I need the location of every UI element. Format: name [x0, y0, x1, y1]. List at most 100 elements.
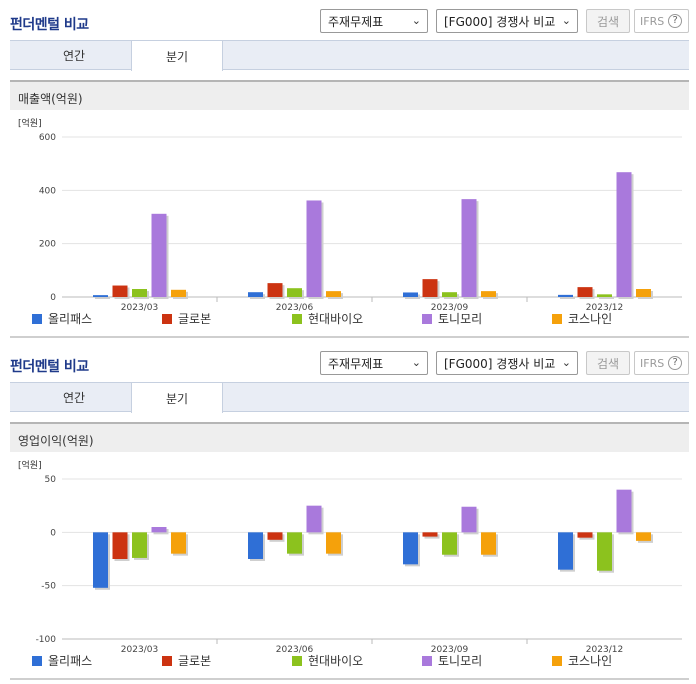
ifrs-label: IFRS	[640, 356, 665, 370]
bar-2	[112, 532, 128, 559]
chart-header: 영업이익(억원)	[10, 422, 689, 452]
legend-label: 코스나인	[568, 654, 612, 668]
bar-2	[577, 532, 593, 538]
bar-4	[461, 199, 477, 297]
compare-select-value: [FG000] 경쟁사 비교	[444, 356, 556, 371]
revenue-chart: [억원] 0 200 400 600 2023/03 2023/06 2023/09 2023/…	[18, 117, 682, 326]
legend-swatch	[32, 656, 42, 666]
bar-2	[267, 532, 283, 540]
bar-3	[597, 294, 612, 297]
bar-1	[558, 532, 573, 570]
legend-swatch	[552, 656, 562, 666]
help-icon: ?	[668, 356, 683, 370]
search-button[interactable]: 검색	[586, 9, 630, 33]
chart-header-label: 매출액(억원)	[18, 92, 83, 106]
bar-5	[326, 291, 341, 297]
bar-1	[93, 532, 108, 588]
bar-2	[422, 532, 438, 537]
x-tick-label: 2023/06	[276, 303, 314, 313]
legend-swatch	[162, 314, 172, 324]
ifrs-help-button[interactable]: IFRS ?	[634, 9, 689, 33]
statement-select[interactable]: 주재무제표 ⌄	[320, 9, 428, 33]
legend-label: 현대바이오	[308, 654, 363, 668]
legend-swatch	[32, 314, 42, 324]
bar-shadow	[560, 296, 575, 299]
y-tick-label: -50	[41, 582, 56, 592]
y-tick-label: 0	[50, 293, 56, 303]
y-tick-label: 50	[45, 475, 57, 485]
bar-5	[636, 532, 651, 541]
tab-quarterly[interactable]: 분기	[131, 383, 223, 413]
bar-3	[287, 288, 302, 297]
x-tick-label: 2023/06	[276, 645, 314, 655]
bar-3	[442, 292, 457, 297]
section-divider	[10, 336, 689, 338]
bar-3	[442, 532, 457, 555]
bar-3	[597, 532, 612, 571]
chevron-down-icon: ⌄	[411, 356, 421, 369]
tab-quarterly[interactable]: 분기	[131, 41, 223, 71]
bar-4	[306, 505, 322, 533]
bar-4	[616, 489, 632, 533]
bar-1	[248, 532, 263, 559]
y-tick-label: 0	[50, 528, 56, 538]
statement-select-value: 주재무제표	[328, 14, 384, 29]
x-tick-label: 2023/12	[586, 645, 623, 655]
statement-select[interactable]: 주재무제표 ⌄	[320, 351, 428, 375]
bar-1	[558, 294, 573, 297]
bar-2	[577, 287, 593, 297]
bar-5	[636, 289, 651, 297]
period-tabs: 연간 분기	[10, 382, 689, 413]
bar-4	[151, 527, 167, 533]
help-icon: ?	[668, 14, 683, 28]
bar-5	[481, 532, 496, 555]
legend-swatch	[422, 314, 432, 324]
legend-swatch	[422, 656, 432, 666]
legend-label: 올리패스	[48, 654, 92, 668]
chart-header: 매출액(억원)	[10, 80, 689, 110]
fundamental-section-2: 펀더멘털 비교 주재무제표 ⌄ [FG000] 경쟁사 비교 ⌄ 검색 IFRS…	[0, 342, 696, 684]
y-unit-label: [억원]	[18, 459, 42, 471]
x-tick-label: 2023/09	[431, 303, 469, 313]
legend-label: 토니모리	[438, 312, 482, 326]
fundamental-section-1: 펀더멘털 비교 주재무제표 ⌄ [FG000] 경쟁사 비교 ⌄ 검색 IFRS…	[10, 9, 689, 338]
legend-label: 코스나인	[568, 312, 612, 326]
x-tick-label: 2023/03	[121, 303, 158, 313]
compare-select[interactable]: [FG000] 경쟁사 비교 ⌄	[436, 9, 578, 33]
legend-swatch	[292, 314, 302, 324]
bar-5	[481, 291, 496, 297]
ifrs-help-button[interactable]: IFRS ?	[634, 351, 689, 375]
chart-header-label: 영업이익(억원)	[18, 434, 94, 448]
bar-1	[248, 292, 263, 297]
bar-4	[461, 506, 477, 533]
search-button[interactable]: 검색	[586, 351, 630, 375]
y-unit-label: [억원]	[18, 117, 42, 129]
ifrs-label: IFRS	[640, 14, 665, 28]
bar-3	[132, 289, 147, 297]
bar-4	[306, 200, 322, 297]
legend-swatch	[552, 314, 562, 324]
bar-1	[403, 292, 418, 297]
bar-5	[171, 532, 186, 554]
bar-2	[112, 285, 128, 297]
bar-1	[93, 295, 108, 297]
x-tick-label: 2023/03	[121, 645, 158, 655]
bar-5	[171, 289, 186, 297]
x-tick-label: 2023/12	[586, 303, 623, 313]
section-title: 펀더멘털 비교	[10, 359, 89, 375]
legend-label: 현대바이오	[308, 312, 363, 326]
bar-2	[267, 283, 283, 297]
legend-swatch	[162, 656, 172, 666]
bar-4	[151, 213, 167, 297]
tab-annual[interactable]: 연간	[62, 391, 86, 405]
legend-label: 올리패스	[48, 312, 92, 326]
y-tick-label: -100	[36, 635, 57, 645]
tab-annual[interactable]: 연간	[62, 49, 86, 63]
bar-5	[326, 532, 341, 554]
bar-1	[403, 532, 418, 565]
y-tick-label: 400	[39, 186, 56, 196]
chevron-down-icon: ⌄	[561, 14, 571, 27]
compare-select[interactable]: [FG000] 경쟁사 비교 ⌄	[436, 351, 578, 375]
y-tick-label: 200	[39, 240, 56, 250]
bar-4	[616, 172, 632, 297]
